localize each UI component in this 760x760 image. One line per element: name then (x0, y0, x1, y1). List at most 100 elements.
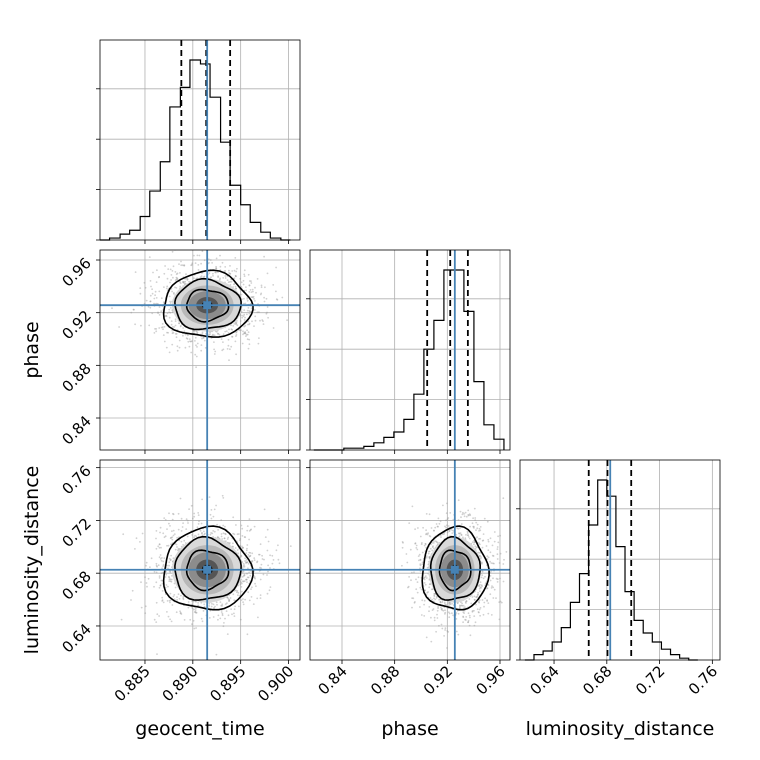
scatter-point (476, 536, 478, 539)
scatter-point (130, 311, 133, 314)
scatter-point (447, 631, 450, 633)
scatter-point (248, 571, 251, 574)
scatter-point (439, 600, 442, 603)
scatter-point (239, 583, 242, 586)
scatter-point (258, 311, 260, 313)
scatter-point (433, 529, 435, 532)
scatter-point (162, 563, 165, 566)
scatter-point (163, 272, 166, 275)
scatter-point (179, 282, 182, 285)
scatter-point (220, 535, 223, 538)
scatter-point (159, 558, 162, 560)
scatter-point (482, 539, 485, 542)
scatter-point (180, 517, 183, 520)
scatter-point (156, 269, 158, 272)
scatter-point (486, 587, 488, 590)
scatter-point (169, 268, 172, 271)
scatter-point (406, 561, 409, 564)
scatter-point (426, 533, 429, 536)
scatter-point (491, 585, 493, 587)
scatter-point (214, 605, 216, 608)
scatter-point (193, 608, 195, 611)
scatter-point (417, 555, 420, 557)
scatter-point (478, 601, 480, 604)
scatter-point (423, 577, 426, 579)
scatter-point (275, 549, 278, 552)
scatter-point (200, 349, 203, 352)
scatter-point (166, 277, 169, 280)
scatter-point (417, 527, 419, 529)
scatter-point (171, 530, 173, 533)
scatter-point (481, 585, 483, 588)
scatter-point (257, 616, 259, 619)
scatter-point (240, 590, 243, 593)
scatter-point (267, 540, 270, 543)
scatter-point (499, 577, 501, 580)
scatter-point (420, 588, 423, 591)
scatter-point (253, 325, 255, 327)
scatter-point (155, 330, 158, 333)
scatter-point (195, 245, 197, 247)
scatter-point (160, 572, 163, 575)
scatter-point (220, 338, 223, 340)
scatter-point (277, 544, 279, 547)
scatter-point (259, 597, 262, 599)
scatter-point (241, 576, 244, 578)
scatter-point (427, 532, 429, 534)
scatter-point (228, 600, 231, 602)
scatter-point (251, 288, 254, 291)
scatter-point (242, 547, 244, 549)
scatter-point (441, 601, 444, 604)
scatter-point (259, 293, 262, 296)
scatter-point (178, 322, 181, 325)
scatter-point (259, 594, 262, 596)
scatter-point (470, 602, 473, 605)
y-tick-label: 0.84 (58, 412, 94, 448)
scatter-point (430, 640, 433, 643)
scatter-point (439, 601, 442, 604)
scatter-point (200, 617, 203, 620)
scatter-point (242, 580, 245, 583)
scatter-point (239, 538, 242, 540)
scatter-point (465, 600, 468, 603)
scatter-point (478, 600, 480, 603)
scatter-point (169, 525, 171, 527)
scatter-point (478, 599, 481, 601)
scatter-point (465, 515, 468, 518)
scatter-point (414, 542, 417, 545)
scatter-point (423, 615, 426, 617)
scatter-point (171, 290, 174, 293)
scatter-point (461, 605, 463, 607)
scatter-point (145, 561, 148, 564)
scatter-point (168, 599, 171, 602)
scatter-point (466, 532, 469, 534)
scatter-point (170, 543, 172, 546)
scatter-point (250, 280, 252, 282)
x-tick-label: 0.72 (632, 662, 668, 698)
scatter-point (197, 512, 200, 514)
scatter-point (195, 366, 198, 369)
scatter-point (158, 276, 161, 278)
scatter-point (158, 586, 161, 589)
scatter-point (228, 359, 230, 362)
scatter-point (235, 589, 237, 592)
scatter-point (203, 603, 206, 606)
scatter-point (448, 604, 450, 607)
scatter-point (170, 274, 173, 276)
scatter-point (233, 615, 236, 617)
scatter-point (202, 337, 205, 339)
scatter-point (251, 560, 254, 562)
scatter-point (489, 575, 492, 577)
scatter-point (498, 562, 501, 564)
scatter-point (468, 598, 471, 600)
scatter-point (499, 552, 502, 555)
scatter-phase-luminosity_distance-frame (309, 459, 511, 661)
scatter-point (248, 312, 251, 315)
scatter-point (193, 611, 196, 613)
scatter-point (441, 599, 444, 602)
scatter-point (429, 583, 432, 586)
scatter-point (266, 574, 268, 576)
scatter-point (269, 554, 271, 557)
scatter-point (222, 341, 224, 343)
scatter-point (243, 313, 246, 316)
